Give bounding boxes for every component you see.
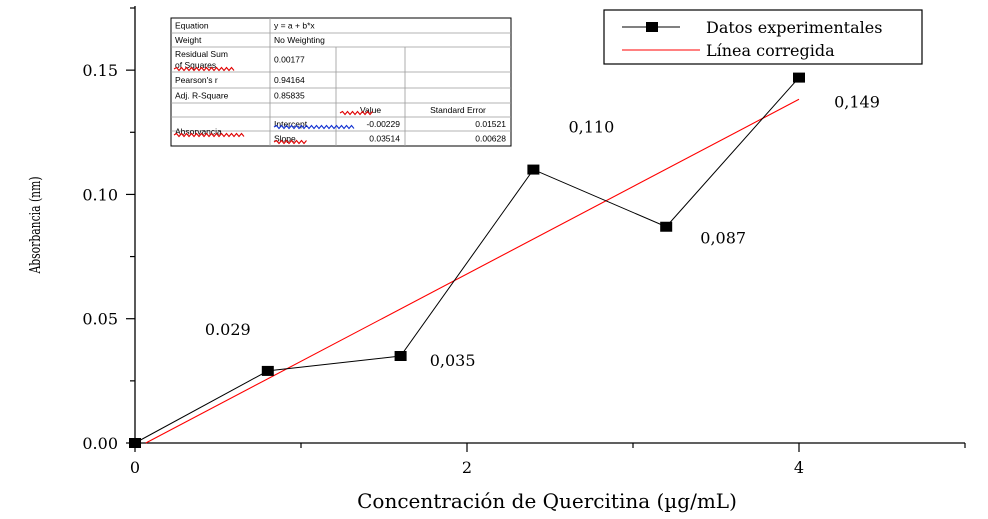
stats-cell: 0.00628 — [475, 134, 506, 144]
spellcheck-underline — [173, 132, 245, 138]
stats-cell: Intercept — [274, 119, 308, 129]
stats-cell-line: of Squares — [175, 60, 216, 70]
data-labels: 0.029 0,035 0,110 0,087 0,149 — [205, 93, 880, 370]
stats-cell: Equation — [175, 21, 209, 31]
stats-cell: -0.00229 — [366, 119, 400, 129]
stats-cell: Standard Error — [430, 105, 486, 115]
data-point — [527, 164, 540, 175]
x-tick-label: 4 — [794, 458, 804, 477]
stats-table: Equation y = a + b*x Weight No Weighting Res… — [170, 17, 512, 147]
data-line — [134, 77, 800, 444]
stats-cell: Residual Sum of Squares — [175, 49, 228, 70]
data-point — [793, 72, 805, 83]
data-series-group — [129, 72, 805, 448]
stats-cell: y = a + b*x — [274, 21, 315, 31]
stats-cell: Pearson's r — [175, 75, 218, 85]
legend-label-experimental: Datos experimentales — [706, 18, 882, 37]
y-axis-title: Absorbancia (nm) — [27, 176, 44, 274]
axes: 0 2 4 0.00 0.05 0.10 0.15 Concentración de Quer… — [27, 6, 966, 513]
x-axis-title: Concentración de Quercitina (µg/mL) — [357, 489, 737, 513]
stats-cell-line: Residual Sum — [175, 49, 228, 59]
x-tick-label: 2 — [462, 458, 472, 477]
data-label: 0.029 — [205, 320, 251, 339]
y-tick-label: 0.15 — [82, 61, 118, 80]
fit-line — [145, 98, 800, 444]
spellcheck-underline — [173, 66, 235, 72]
stats-cell: 0.00177 — [274, 55, 305, 65]
stats-cell: 0.94164 — [274, 75, 305, 85]
data-point — [129, 438, 141, 448]
stats-cell: 0.85835 — [274, 91, 305, 101]
stats-cell: 0.03514 — [369, 134, 400, 144]
legend-marker-experimental — [646, 22, 658, 32]
data-label: 0,035 — [430, 351, 476, 370]
data-label: 0,087 — [700, 229, 746, 248]
stats-cell: Weight — [175, 35, 202, 45]
data-label: 0,149 — [834, 93, 880, 112]
stats-cell: Slope — [274, 134, 296, 144]
data-point — [394, 351, 407, 361]
spellcheck-underline — [339, 110, 373, 116]
stats-cell: Adj. R-Square — [175, 91, 229, 101]
data-point — [660, 221, 673, 232]
spellcheck-underline — [273, 139, 307, 145]
stats-cell: Value — [360, 105, 381, 115]
stats-cell: 0.01521 — [475, 119, 506, 129]
stats-cell: Absorvancia — [175, 127, 222, 137]
legend-label-corrected: Línea corregida — [706, 41, 835, 60]
stats-cell: No Weighting — [274, 35, 325, 45]
y-tick-label: 0.00 — [82, 434, 118, 453]
spellcheck-underline — [273, 124, 355, 130]
data-point — [261, 365, 274, 376]
fit-line-group — [145, 98, 800, 444]
x-tick-label: 0 — [130, 458, 140, 477]
stats-table-frame — [170, 17, 512, 147]
data-label: 0,110 — [568, 118, 614, 137]
legend-frame — [603, 9, 923, 65]
y-tick-label: 0.10 — [82, 185, 118, 204]
y-tick-label: 0.05 — [82, 310, 118, 329]
legend: Datos experimentales Línea corregida — [603, 9, 923, 65]
